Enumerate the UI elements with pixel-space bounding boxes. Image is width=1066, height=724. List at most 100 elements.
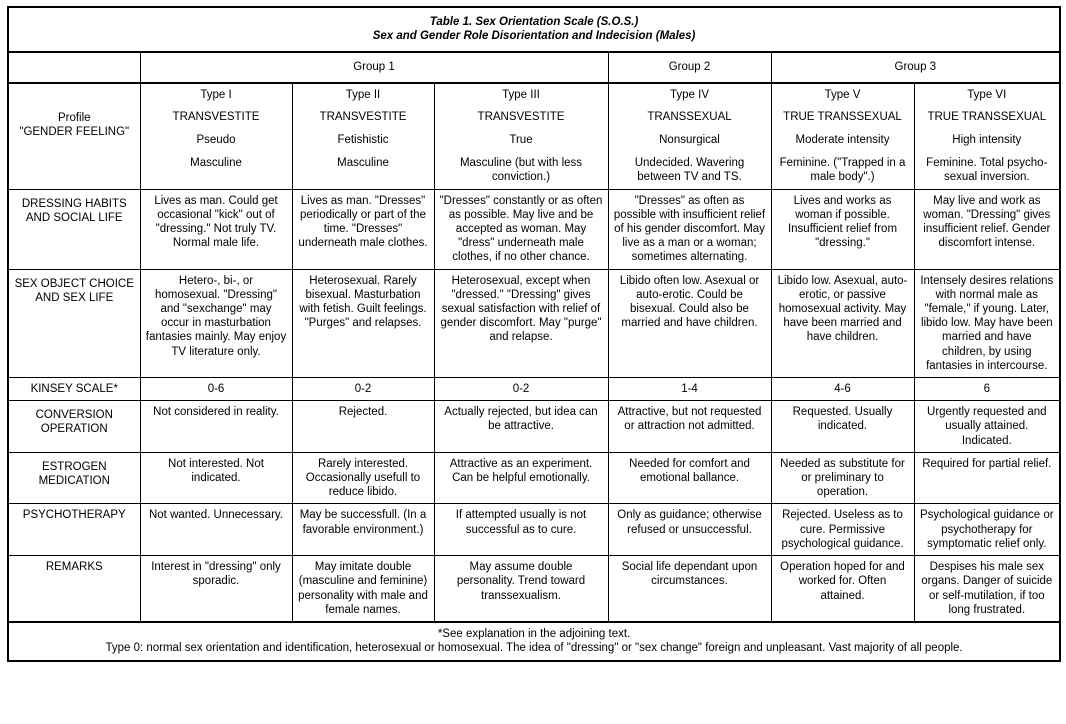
row-cell: Urgently requested and usually attained.…: [913, 400, 1061, 453]
row-cell: Heterosexual, except when "dressed." "Dr…: [433, 268, 609, 379]
profile-row-label: Profile "GENDER FEELING": [7, 82, 141, 190]
table-title-line1: Table 1. Sex Orientation Scale (S.O.S.): [429, 16, 639, 28]
profile-cell-type-6: Type VI TRUE TRANSSEXUAL High intensity …: [913, 82, 1061, 190]
row-cell: May assume double personality. Trend tow…: [433, 555, 609, 623]
row-cell: If attempted usually is not successful a…: [433, 503, 609, 557]
profile-type: Type II: [345, 88, 381, 101]
table-row: SEX OBJECT CHOICE AND SEX LIFE Hetero-, …: [7, 268, 1061, 379]
row-cell: Lives as man. Could get occasional "kick…: [139, 188, 293, 270]
row-cell: 0-6: [139, 377, 293, 402]
row-label-kinsey-scale: KINSEY SCALE*: [7, 377, 141, 402]
row-cell: Not considered in reality.: [139, 400, 293, 453]
row-cell: Attractive as an experiment. Can be help…: [433, 451, 609, 505]
row-cell: Requested. Usually indicated.: [770, 400, 915, 453]
row-cell: "Dresses" constantly or as often as poss…: [433, 188, 609, 270]
row-cell: Lives as man. "Dresses" periodically or …: [291, 188, 435, 270]
table-row: KINSEY SCALE* 0-6 0-2 0-2 1-4 4-6 6: [7, 377, 1061, 402]
row-cell: Despises his male sex organs. Danger of …: [913, 555, 1061, 623]
profile-cell-type-2: Type II TRANSVESTITE Fetishistic Masculi…: [291, 82, 435, 190]
profile-gender: Masculine: [337, 157, 389, 170]
table-title-row: Table 1. Sex Orientation Scale (S.O.S.) …: [7, 6, 1061, 54]
profile-sub: Nonsurgical: [659, 134, 720, 147]
row-cell: Rejected.: [291, 400, 435, 453]
profile-sub: High intensity: [952, 134, 1022, 147]
row-cell: Heterosexual. Rarely bisexual. Masturbat…: [291, 268, 435, 379]
row-cell: Not wanted. Unnecessary.: [139, 503, 293, 557]
group-header-group2: Group 2: [607, 51, 772, 84]
profile-sub: Fetishistic: [337, 134, 389, 147]
profile-cell-type-4: Type IV TRANSSEXUAL Nonsurgical Undecide…: [607, 82, 772, 190]
profile-name: TRANSVESTITE: [319, 110, 407, 123]
row-cell: 0-2: [291, 377, 435, 402]
profile-gender: Feminine. ("Trapped in a male body".): [779, 157, 906, 184]
table-row: CONVERSION OPERATION Not considered in r…: [7, 400, 1061, 453]
row-label-sex-object-choice: SEX OBJECT CHOICE AND SEX LIFE: [7, 268, 141, 379]
profile-type: Type IV: [670, 88, 709, 101]
row-cell: 4-6: [770, 377, 915, 402]
profile-name: TRANSVESTITE: [172, 110, 260, 123]
profile-gender: Masculine: [190, 157, 242, 170]
row-cell: Libido low. Asexual, auto-erotic, or pas…: [770, 268, 915, 379]
row-cell: Social life dependant upon circumstances…: [607, 555, 772, 623]
profile-cell-type-3: Type III TRANSVESTITE True Masculine (bu…: [433, 82, 609, 190]
profile-gender: Undecided. Wavering between TV and TS.: [634, 157, 745, 184]
footnote-row: *See explanation in the adjoining text. …: [7, 620, 1061, 662]
sos-table: Table 1. Sex Orientation Scale (S.O.S.) …: [7, 6, 1062, 663]
group-header-blank: [7, 51, 141, 84]
table-row: PSYCHOTHERAPY Not wanted. Unnecessary. M…: [7, 503, 1061, 557]
row-cell: Not interested. Not indicated.: [139, 451, 293, 505]
profile-row: Profile "GENDER FEELING" Type I TRANSVES…: [7, 82, 1061, 190]
row-cell: Attractive, but not requested or attract…: [607, 400, 772, 453]
row-cell: Rarely interested. Occasionally usefull …: [291, 451, 435, 505]
row-cell: Only as guidance; otherwise refused or u…: [607, 503, 772, 557]
profile-sub: True: [509, 134, 533, 147]
row-cell: Libido often low. Asexual or auto-erotic…: [607, 268, 772, 379]
profile-label-line2: "GENDER FEELING": [19, 125, 130, 138]
footnote-line-1: *See explanation in the adjoining text.: [437, 627, 631, 640]
footnote-line-2: Type 0: normal sex orientation and ident…: [105, 642, 963, 655]
profile-cell-type-1: Type I TRANSVESTITE Pseudo Masculine: [139, 82, 293, 190]
profile-type: Type I: [200, 88, 232, 101]
row-label-conversion-operation: CONVERSION OPERATION: [7, 400, 141, 453]
row-cell: "Dresses" as often as possible with insu…: [607, 188, 772, 270]
profile-type: Type III: [502, 88, 540, 101]
profile-sub: Pseudo: [196, 134, 236, 147]
row-cell: Interest in "dressing" only sporadic.: [139, 555, 293, 623]
table-row: ESTROGEN MEDICATION Not interested. Not …: [7, 451, 1061, 505]
row-cell: Needed for comfort and emotional ballanc…: [607, 451, 772, 505]
table-footnotes: *See explanation in the adjoining text. …: [7, 620, 1061, 662]
row-cell: Needed as substitute for or preliminary …: [770, 451, 915, 505]
row-label-psychotherapy: PSYCHOTHERAPY: [7, 503, 141, 557]
row-cell: Required for partial relief.: [913, 451, 1061, 505]
row-cell: Operation hoped for and worked for. Ofte…: [770, 555, 915, 623]
profile-sub: Moderate intensity: [795, 134, 890, 147]
row-label-remarks: REMARKS: [7, 555, 141, 623]
profile-type: Type V: [824, 88, 861, 101]
row-label-estrogen-medication: ESTROGEN MEDICATION: [7, 451, 141, 505]
group-header-group3: Group 3: [770, 51, 1061, 84]
row-cell: Hetero-, bi-, or homosexual. "Dressing" …: [139, 268, 293, 379]
profile-gender: Feminine. Total psycho-sexual inversion.: [926, 157, 1048, 184]
profile-name: TRANSVESTITE: [477, 110, 565, 123]
profile-type: Type VI: [967, 88, 1007, 101]
row-cell: 0-2: [433, 377, 609, 402]
row-cell: Rejected. Useless as to cure. Permissive…: [770, 503, 915, 557]
profile-label-line1: Profile: [57, 111, 91, 124]
table-row: REMARKS Interest in "dressing" only spor…: [7, 555, 1061, 623]
profile-gender: Masculine (but with less conviction.): [459, 157, 583, 184]
row-label-dressing-habits: DRESSING HABITS AND SOCIAL LIFE: [7, 188, 141, 270]
row-cell: Intensely desires relations with normal …: [913, 268, 1061, 379]
table-title: Table 1. Sex Orientation Scale (S.O.S.) …: [7, 6, 1061, 54]
profile-name: TRANSSEXUAL: [647, 110, 732, 123]
table-title-line2: Sex and Gender Role Disorientation and I…: [372, 30, 696, 43]
group-header-group1: Group 1: [139, 51, 609, 84]
group-header-row: Group 1 Group 2 Group 3: [7, 51, 1061, 84]
profile-name: TRUE TRANSSEXUAL: [783, 110, 902, 123]
row-cell: Actually rejected, but idea can be attra…: [433, 400, 609, 453]
row-cell: 6: [913, 377, 1061, 402]
row-cell: May imitate double (masculine and femini…: [291, 555, 435, 623]
row-cell: May be successfull. (In a favorable envi…: [291, 503, 435, 557]
row-cell: Lives and works as woman if possible. In…: [770, 188, 915, 270]
row-cell: Psychological guidance or psychotherapy …: [913, 503, 1061, 557]
